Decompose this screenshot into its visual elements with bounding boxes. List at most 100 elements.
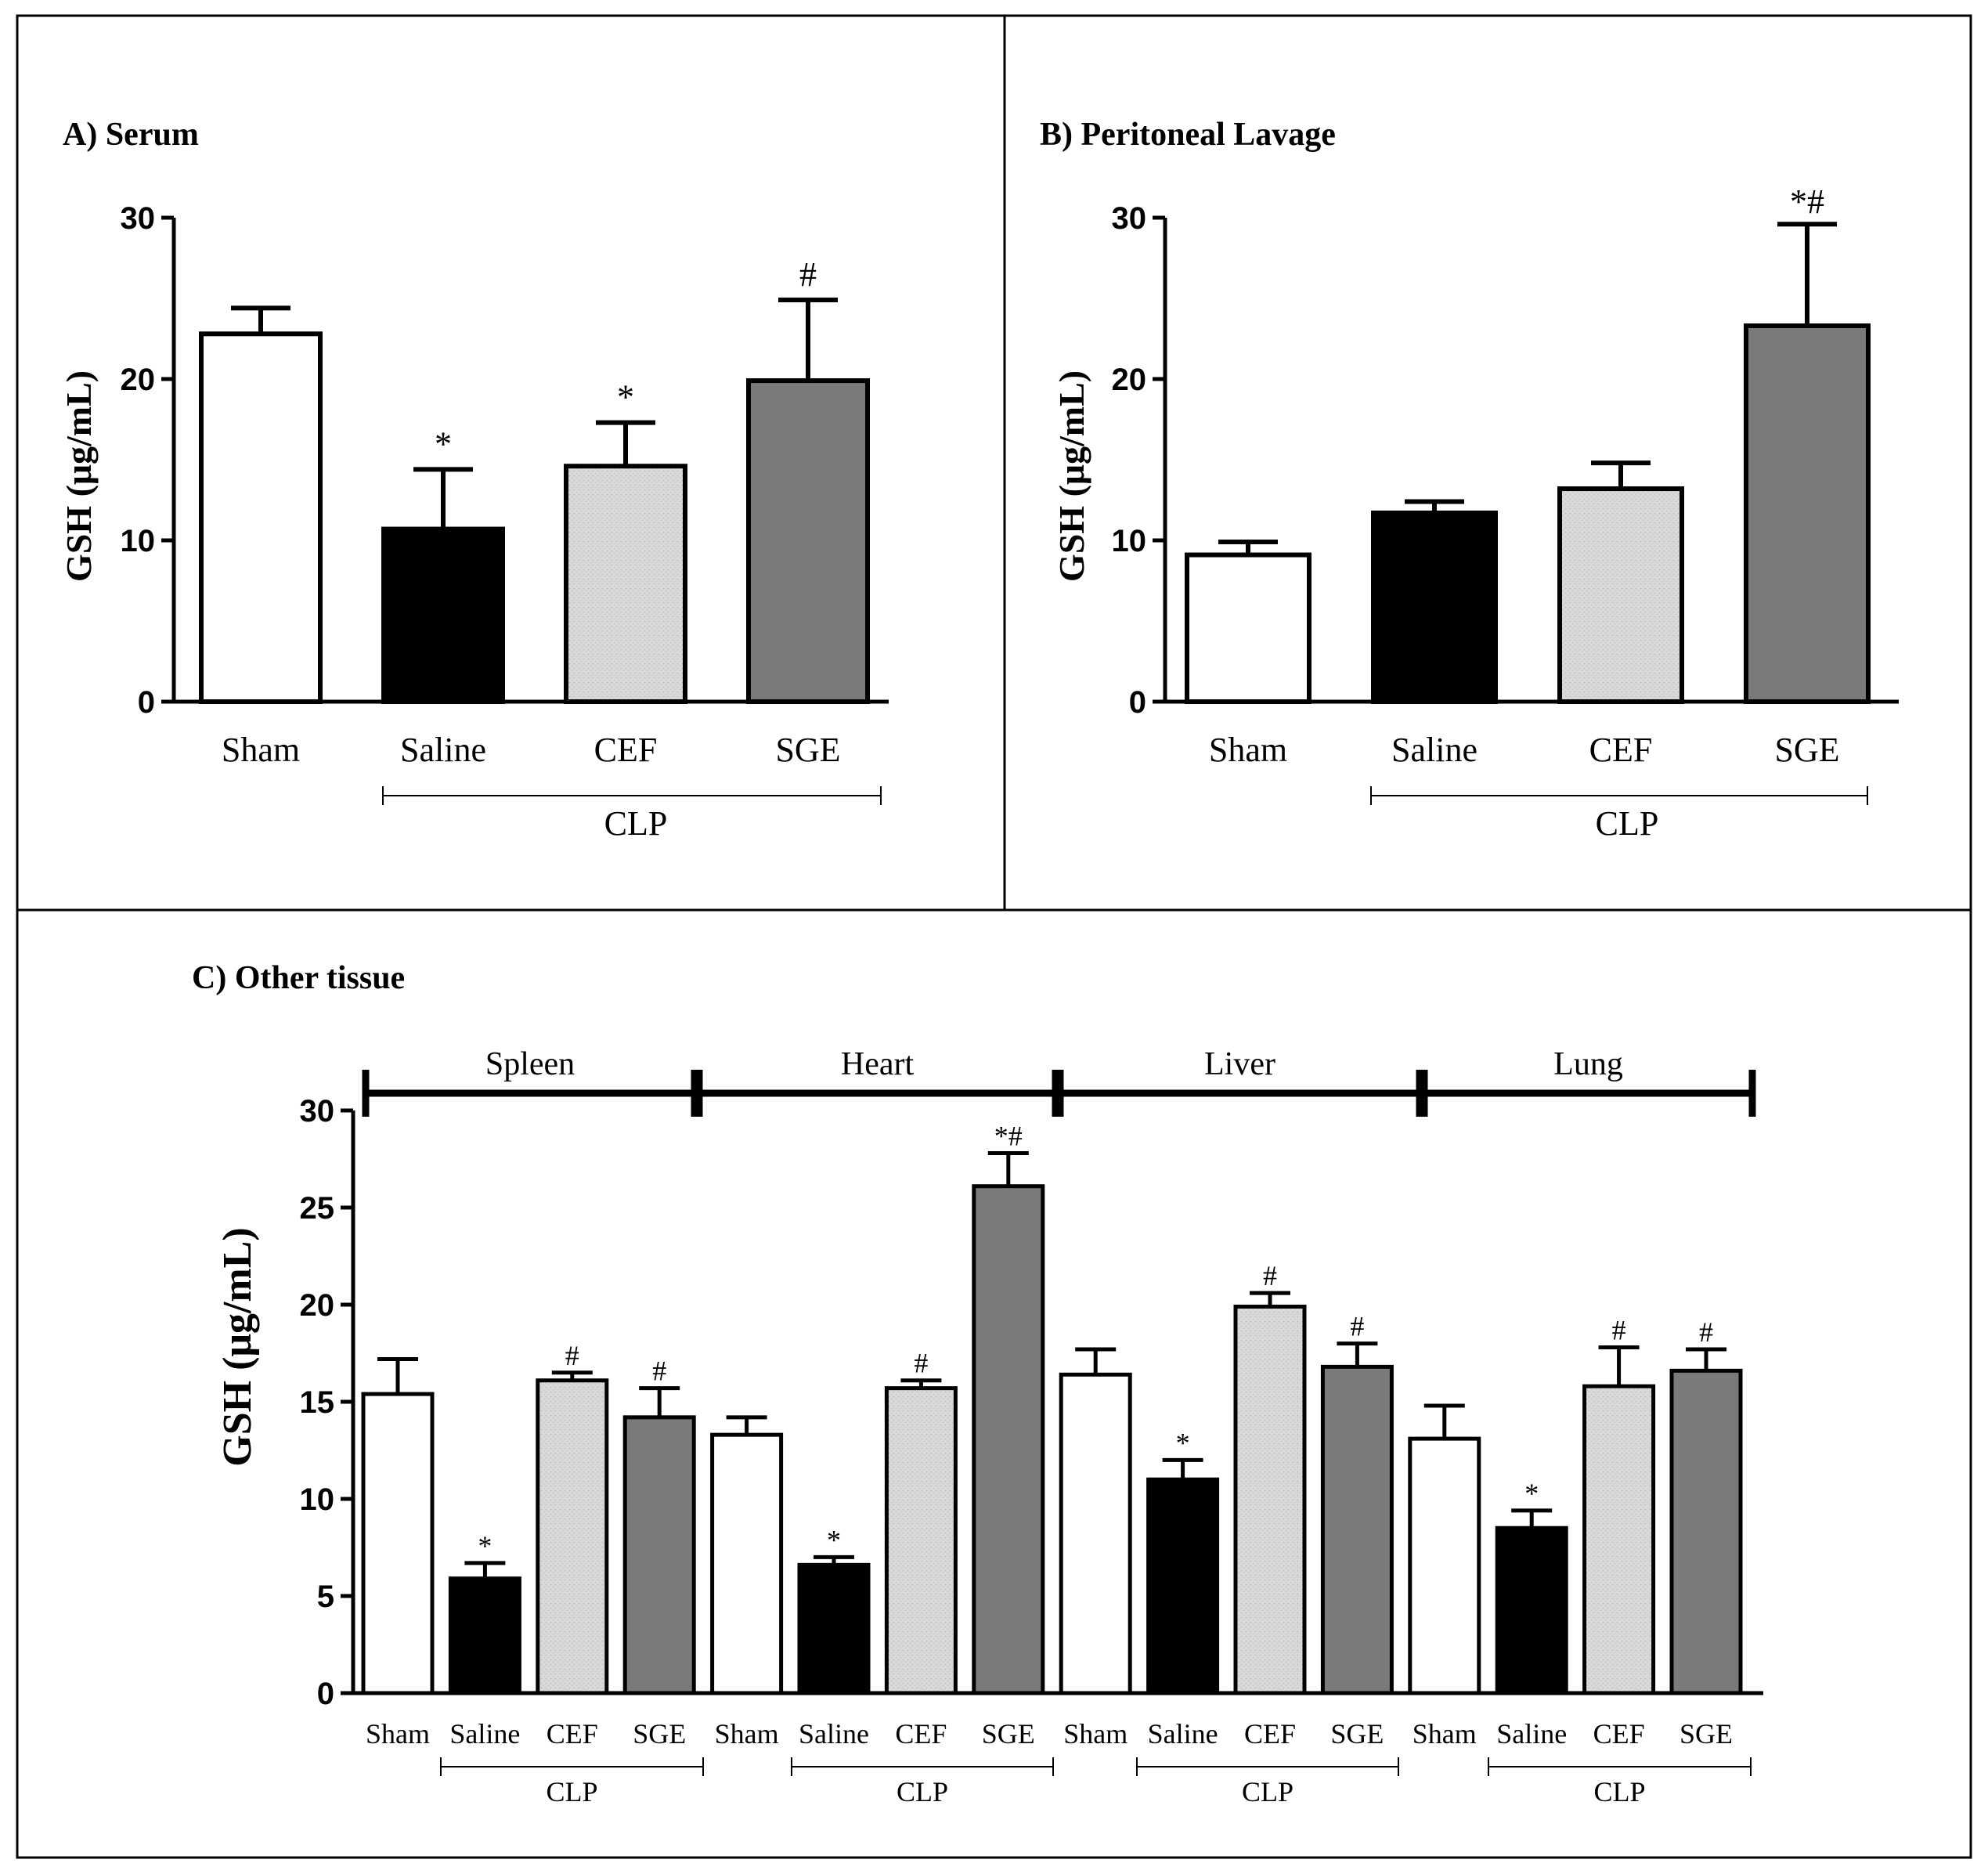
y-tick-label: 10 <box>121 524 156 558</box>
y-tick-label: 0 <box>1129 685 1146 720</box>
y-tick-label: 10 <box>300 1482 335 1517</box>
y-tick-label: 25 <box>300 1191 335 1226</box>
bar-saline <box>797 1562 871 1695</box>
y-tick-label: 20 <box>1112 363 1147 397</box>
panel-b-title: B) Peritoneal Lavage <box>1040 117 1336 153</box>
bar-sham <box>199 331 323 704</box>
panel-c-title: C) Other tissue <box>192 960 405 996</box>
significance-mark: *# <box>994 1121 1023 1152</box>
panel-a-title: A) Serum <box>63 117 199 153</box>
x-tick-label: CEF <box>1593 1718 1645 1749</box>
x-tick-label: Sham <box>1063 1718 1127 1749</box>
y-tick-label: 30 <box>300 1094 335 1128</box>
bar-sge <box>972 1184 1045 1695</box>
panel-a-y-axis-title: GSH (μg/mL) <box>59 370 99 582</box>
bar-sge <box>1669 1368 1743 1695</box>
y-tick-label: 30 <box>121 201 156 236</box>
significance-mark: * <box>827 1524 841 1555</box>
x-tick-label: Saline <box>1496 1718 1567 1749</box>
significance-mark: *# <box>1790 182 1824 221</box>
tissue-label: Liver <box>1204 1046 1275 1082</box>
y-tick-label: 20 <box>300 1288 335 1323</box>
x-tick-label: CEF <box>895 1718 947 1749</box>
clp-label: CLP <box>1593 1776 1645 1807</box>
x-tick-label: Saline <box>449 1718 520 1749</box>
panel-b-plot: 0 10 20 30 Sham Saline CEF *# SGE CLP <box>1112 182 1899 843</box>
bar-sham <box>1185 552 1312 704</box>
figure-frame <box>16 14 1972 1859</box>
y-tick-label: 0 <box>138 685 155 720</box>
bar-sge <box>622 1415 696 1695</box>
x-tick-label: Sham <box>715 1718 779 1749</box>
bar-saline <box>381 526 505 705</box>
significance-mark: * <box>478 1530 492 1562</box>
y-tick-label: 10 <box>1112 524 1147 558</box>
bar-cef <box>564 464 687 704</box>
tissue-label: Lung <box>1553 1046 1623 1082</box>
bar-saline <box>1495 1526 1568 1695</box>
clp-label: CLP <box>897 1776 948 1807</box>
panel-c-y-axis-title: GSH (μg/mL) <box>215 1227 260 1466</box>
tissue-label: Heart <box>841 1046 915 1082</box>
bar-cef <box>1557 486 1684 705</box>
bar-sham <box>1408 1436 1481 1695</box>
x-tick-label: CEF <box>594 731 658 769</box>
bar-cef <box>536 1378 609 1695</box>
x-tick-label: SGE <box>1680 1718 1733 1749</box>
x-tick-label: SGE <box>1774 731 1839 769</box>
x-tick-label: Saline <box>400 731 486 769</box>
significance-mark: # <box>1612 1315 1626 1346</box>
y-tick-label: 0 <box>317 1677 334 1711</box>
x-tick-label: Sham <box>222 731 300 769</box>
bar-cef <box>1582 1384 1656 1695</box>
y-tick-label: 20 <box>121 363 156 397</box>
panel-c-plot: 0 5 10 15 20 25 30 Sham * Saline # CEF # SGE Sham * Sali… <box>300 1046 1763 1807</box>
significance-mark: # <box>1263 1260 1277 1291</box>
x-tick-label: Sham <box>1413 1718 1477 1749</box>
significance-mark: # <box>799 255 817 294</box>
clp-label: CLP <box>1242 1776 1293 1807</box>
tissue-label: Spleen <box>485 1046 575 1082</box>
significance-mark: * <box>1524 1478 1539 1509</box>
bar-saline <box>448 1576 521 1695</box>
bar-saline <box>1371 510 1498 704</box>
bar-sham <box>361 1392 435 1695</box>
significance-mark: * <box>435 424 452 463</box>
x-tick-label: SGE <box>982 1718 1035 1749</box>
x-tick-label: Sham <box>1209 731 1287 769</box>
x-tick-label: Saline <box>1391 731 1477 769</box>
significance-mark: # <box>914 1348 928 1379</box>
x-tick-label: SGE <box>633 1718 686 1749</box>
y-tick-label: 15 <box>300 1385 335 1420</box>
x-tick-label: SGE <box>1330 1718 1384 1749</box>
bar-cef <box>1233 1304 1307 1695</box>
significance-mark: # <box>652 1356 666 1387</box>
significance-mark: # <box>1699 1316 1713 1348</box>
x-tick-label: CEF <box>1589 731 1653 769</box>
significance-mark: * <box>617 378 634 417</box>
x-tick-label: Sham <box>366 1718 430 1749</box>
significance-mark: # <box>1350 1311 1364 1342</box>
panel-b-y-axis-title: GSH (μg/mL) <box>1052 370 1091 582</box>
y-tick-label: 30 <box>1112 201 1147 236</box>
y-tick-label: 5 <box>317 1580 334 1614</box>
clp-label: CLP <box>546 1776 597 1807</box>
bar-sham <box>710 1432 784 1695</box>
significance-mark: * <box>1176 1427 1190 1458</box>
x-tick-label: CEF <box>1244 1718 1296 1749</box>
bar-sge <box>746 378 870 704</box>
clp-label: CLP <box>1596 804 1659 843</box>
clp-label: CLP <box>604 804 668 843</box>
significance-mark: # <box>565 1340 579 1371</box>
panel-a-plot: 0 10 20 30 Sham * Saline * CEF # SGE CLP <box>121 201 889 843</box>
x-tick-label: CEF <box>547 1718 598 1749</box>
x-tick-label: Saline <box>799 1718 869 1749</box>
bar-saline <box>1146 1477 1220 1695</box>
bar-cef <box>884 1386 958 1695</box>
x-tick-label: Saline <box>1148 1718 1218 1749</box>
bar-sge <box>1744 323 1871 704</box>
bar-sge <box>1320 1364 1394 1695</box>
bar-sham <box>1059 1372 1132 1695</box>
x-tick-label: SGE <box>775 731 840 769</box>
